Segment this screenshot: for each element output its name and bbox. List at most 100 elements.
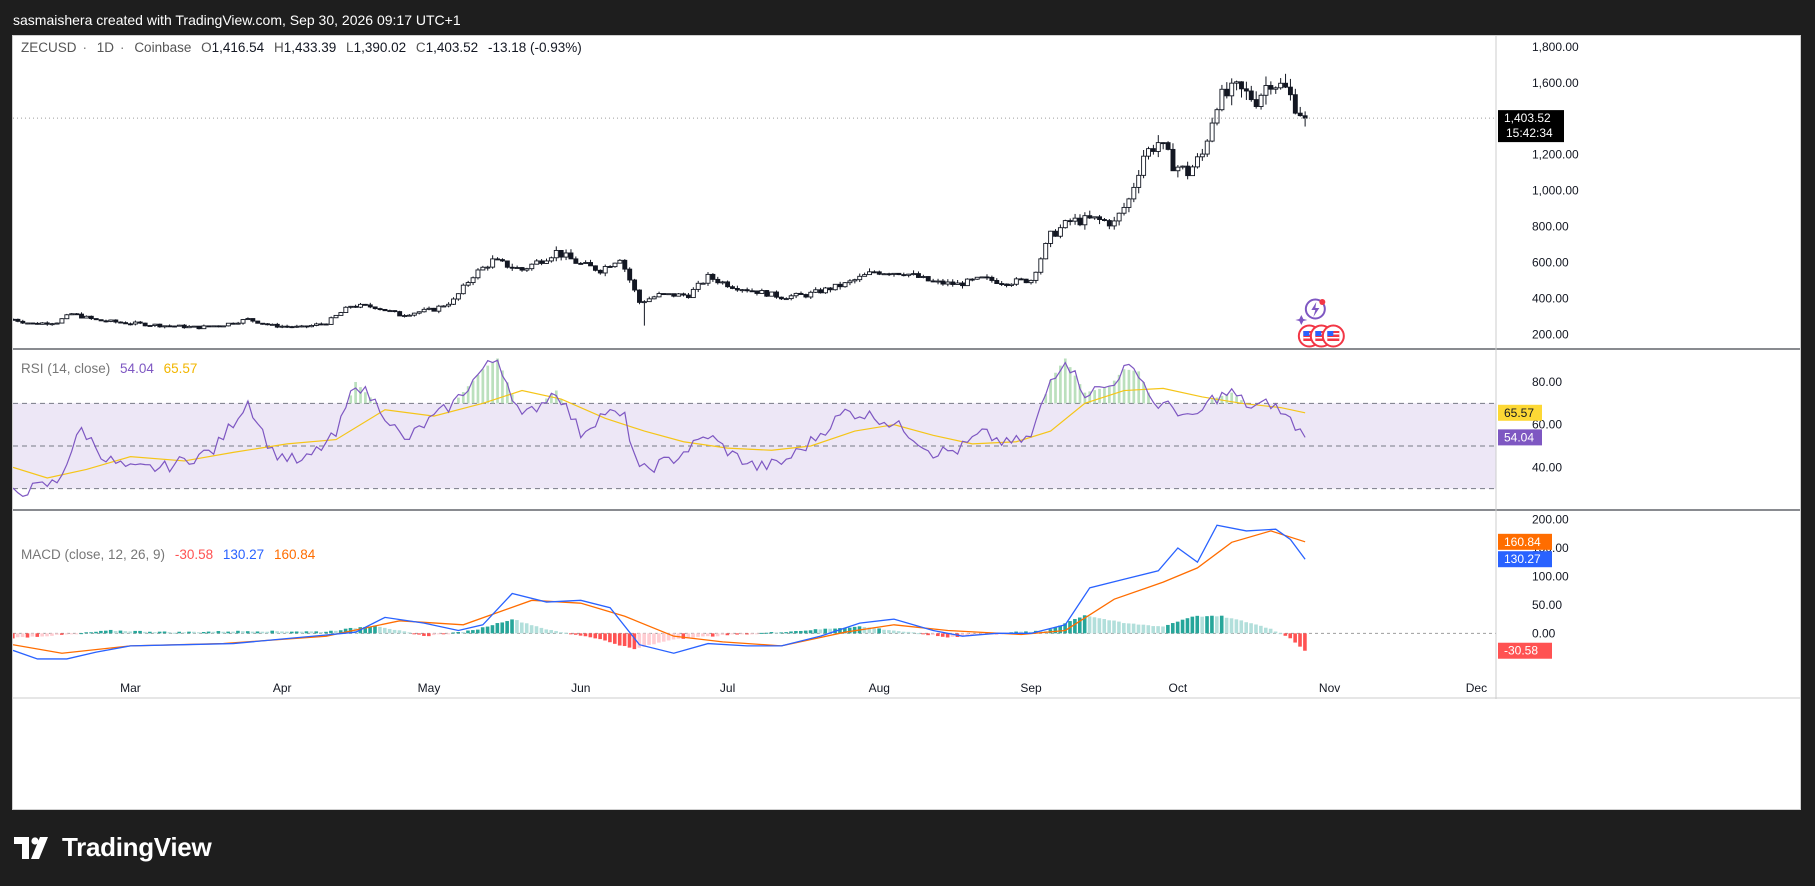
candle (896, 272, 902, 276)
macd-legend[interactable]: MACD (close, 12, 26, 9) -30.58 130.27 16… (21, 547, 321, 562)
time-axis-label: Sep (1020, 681, 1042, 695)
candle (690, 288, 696, 299)
candle (1278, 82, 1284, 89)
histogram-bar (1053, 627, 1058, 634)
histogram-bar (681, 633, 686, 639)
candle (20, 320, 26, 324)
legend-close-label: C (415, 40, 426, 55)
candle (1082, 215, 1088, 226)
histogram-bar (701, 633, 705, 637)
price-legend[interactable]: ZECUSD · 1D · Coinbase O1,416.54 H1,433.39… (21, 40, 582, 55)
candle (1048, 230, 1054, 244)
candle (1072, 217, 1078, 222)
candle (1185, 165, 1191, 177)
candle (103, 320, 109, 323)
histogram-bar (891, 630, 896, 634)
histogram-bar (1288, 633, 1293, 639)
histogram-bar (417, 633, 421, 635)
candle (137, 321, 143, 324)
histogram-bar (1097, 618, 1102, 634)
histogram-bar (1082, 615, 1087, 634)
candle (118, 321, 124, 324)
candle (1229, 82, 1235, 97)
candle (685, 294, 691, 299)
flag-stripe (1303, 337, 1316, 339)
histogram-bar (294, 631, 299, 634)
histogram-bar (539, 627, 544, 634)
last-price-tag (1498, 110, 1564, 143)
candle (1018, 278, 1024, 281)
flag-stripe (1327, 337, 1340, 339)
events-layer (1295, 298, 1345, 348)
rsi-legend[interactable]: RSI (14, close) 54.04 65.57 (21, 361, 203, 376)
histogram-bar (255, 631, 260, 634)
price-tick-label: 600.00 (1532, 256, 1569, 270)
price-tick-label: 200.00 (1532, 328, 1569, 342)
candle (935, 280, 941, 283)
tradingview-logo[interactable]: TradingView (14, 832, 212, 863)
histogram-bar (162, 631, 167, 634)
histogram-bar (495, 623, 500, 634)
histogram-bar (1278, 633, 1283, 635)
candle (392, 310, 398, 313)
candle (39, 322, 45, 325)
candle (803, 294, 809, 298)
candle (216, 325, 222, 328)
candle (818, 289, 824, 294)
candle (974, 276, 980, 280)
candle (676, 293, 682, 297)
candle (1283, 82, 1288, 88)
histogram-bar (710, 633, 715, 637)
histogram-bar (882, 629, 886, 634)
histogram-bar (950, 633, 955, 637)
histogram-bar (960, 633, 965, 637)
candle (1297, 112, 1303, 117)
candle (778, 296, 784, 300)
histogram-bar (1259, 625, 1263, 634)
chart-canvas[interactable]: Mar Apr May Jun Jul Aug Sep Oct Nov Dec 200.00 400… (13, 36, 1801, 810)
candle (578, 262, 584, 265)
candle (167, 325, 173, 328)
candle (568, 252, 574, 260)
flag-canton (1303, 331, 1310, 336)
candle (1180, 165, 1186, 168)
histogram-bar (441, 633, 446, 635)
histogram-bar (382, 627, 387, 634)
last-price-value: 1,403.52 (1504, 111, 1551, 125)
histogram-bar (45, 633, 49, 637)
histogram-bar (720, 633, 725, 635)
candle (157, 323, 163, 328)
candle (1239, 81, 1244, 90)
legend-symbol: ZECUSD (21, 40, 77, 55)
histogram-bar (847, 627, 852, 634)
candle (661, 293, 667, 296)
footer-bar (0, 812, 1815, 886)
candle (612, 262, 618, 268)
rsi-ma-line (13, 387, 1306, 479)
histogram-bar (1180, 619, 1185, 634)
candle (240, 319, 246, 324)
candle (485, 266, 491, 269)
candle (64, 314, 70, 320)
signal-line (13, 530, 1306, 654)
histogram-bar (187, 631, 191, 634)
histogram-bar (30, 633, 35, 637)
histogram-bar (436, 633, 441, 635)
candle (333, 314, 339, 319)
candle (113, 319, 119, 323)
histogram-bar (1283, 633, 1288, 636)
histogram-bar (1244, 622, 1248, 634)
tradingview-logo-icon (14, 836, 48, 859)
candle (426, 307, 432, 310)
histogram-bar (1254, 624, 1258, 634)
histogram-bar (113, 630, 118, 634)
candle (788, 295, 794, 300)
chart-frame[interactable]: Mar Apr May Jun Jul Aug Sep Oct Nov Dec 200.00 400… (12, 35, 1801, 810)
histogram-bar (343, 628, 348, 634)
histogram-bar (754, 633, 759, 635)
histogram-bar (926, 633, 930, 636)
lightning-event-icon (1295, 298, 1326, 325)
candle (441, 305, 447, 308)
candle (416, 311, 422, 314)
histogram-bar (794, 631, 798, 634)
